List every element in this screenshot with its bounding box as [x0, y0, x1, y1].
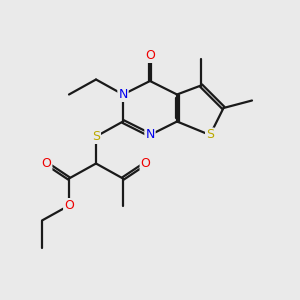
Text: S: S: [92, 130, 100, 143]
Text: O: O: [64, 199, 74, 212]
Text: N: N: [145, 128, 155, 142]
Text: N: N: [118, 88, 128, 101]
Text: S: S: [206, 128, 214, 142]
Text: O: O: [141, 157, 150, 170]
Text: O: O: [42, 157, 51, 170]
Text: O: O: [145, 49, 155, 62]
